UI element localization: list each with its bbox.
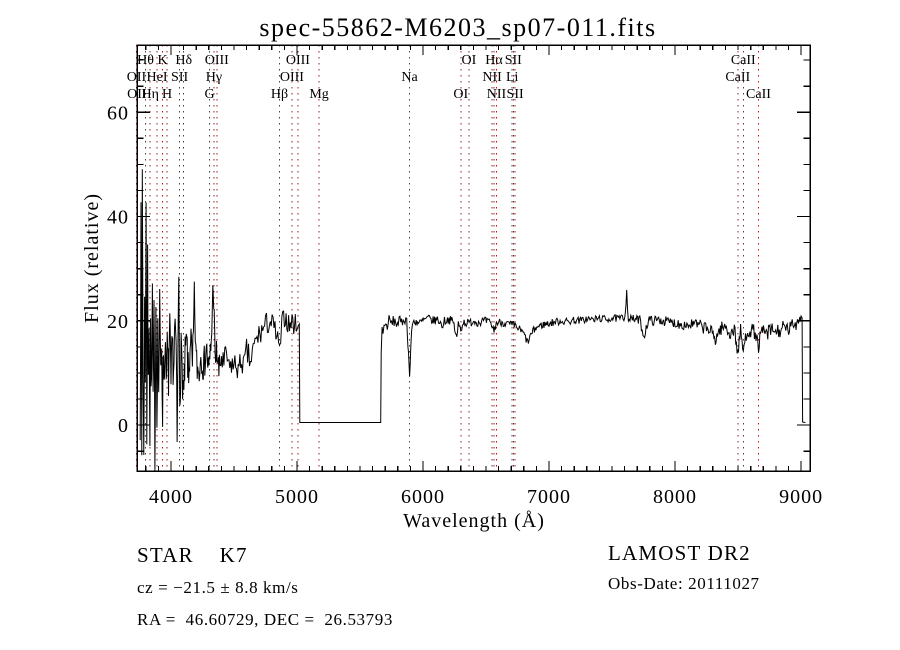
y-tick-label: 0 — [118, 415, 129, 437]
classification-text: STAR K7 — [137, 543, 248, 567]
spectral-line-label: Mg — [309, 87, 328, 102]
survey-text: LAMOST DR2 — [608, 541, 751, 565]
obs-date-text: Obs-Date: 20111027 — [608, 574, 760, 593]
axes: 4000 5000 6000 7000 8000 9000 0 20 40 60 — [107, 44, 823, 508]
spectral-line-label: G — [204, 87, 214, 102]
y-tick-label: 20 — [107, 311, 129, 333]
spectral-line-label: SII — [507, 87, 524, 102]
spectral-line-label: OI — [462, 53, 477, 68]
spectrum-trace — [139, 169, 806, 471]
spectral-line-label: Li — [506, 70, 519, 85]
y-tick-label: 40 — [107, 207, 129, 229]
spectral-line-label: H — [162, 87, 172, 102]
spectral-line-label: CaII — [746, 87, 771, 102]
spectral-line-label: Hθ — [137, 53, 154, 68]
x-tick-label: 4000 — [149, 486, 193, 508]
spectral-line-label: Hβ — [271, 87, 288, 102]
spectral-line-label: SII — [505, 53, 522, 68]
spectral-line-label: OII — [127, 87, 147, 102]
spectral-line-label: OIII — [205, 53, 229, 68]
y-axis-title: Flux (relative) — [81, 193, 103, 323]
spectral-line-label: OIII — [286, 53, 310, 68]
spectral-line-label: Hα — [485, 53, 503, 68]
cz-text: cz = −21.5 ± 8.8 km/s — [137, 578, 299, 597]
spectral-line-label: HeI — [147, 70, 168, 85]
y-tick-label: 60 — [107, 102, 129, 124]
plot-title: spec-55862-M6203_sp07-011.fits — [259, 13, 656, 42]
spectral-line-label: OIII — [280, 70, 304, 85]
plot-frame — [136, 44, 811, 472]
spectral-line-label: Hγ — [206, 70, 222, 85]
x-tick-label: 9000 — [779, 486, 823, 508]
radec-text: RA = 46.60729, DEC = 26.53793 — [137, 610, 393, 629]
spectral-line-label: NII — [487, 87, 507, 102]
spectral-line-label: Na — [401, 70, 418, 85]
spectral-line-label: K — [158, 53, 168, 68]
x-axis-title: Wavelength (Å) — [403, 510, 545, 532]
spectral-line-label: NII — [482, 70, 502, 85]
x-tick-label: 7000 — [527, 486, 571, 508]
spectral-line-label: SII — [171, 70, 188, 85]
spectrum-path — [139, 169, 806, 471]
spectral-line-label: Hδ — [175, 53, 192, 68]
spectral-line-markers — [136, 45, 759, 471]
spectral-line-label: CaII — [725, 70, 750, 85]
spectral-line-label: CaII — [731, 53, 756, 68]
spectral-line-label: Hη — [141, 87, 158, 102]
x-tick-label: 8000 — [653, 486, 697, 508]
spectral-line-label: OI — [453, 87, 468, 102]
spectral-line-label: OII — [127, 70, 147, 85]
x-tick-label: 5000 — [275, 486, 319, 508]
x-tick-label: 6000 — [401, 486, 445, 508]
